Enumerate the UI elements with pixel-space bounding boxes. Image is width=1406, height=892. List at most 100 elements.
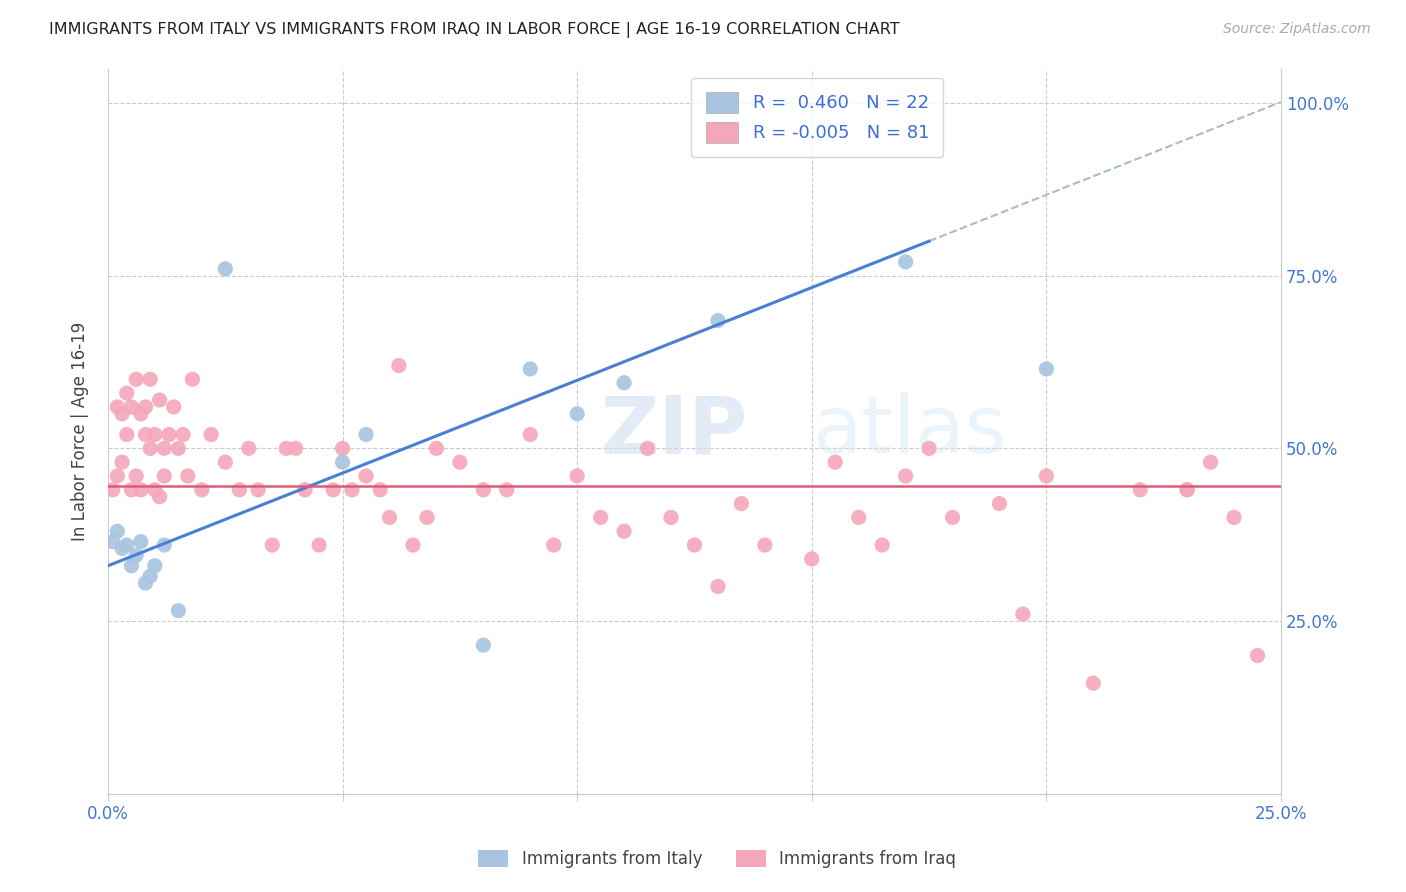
- Point: [613, 524, 636, 539]
- Point: [707, 313, 730, 327]
- Point: [143, 558, 166, 573]
- Point: [143, 427, 166, 442]
- Point: [613, 376, 636, 390]
- Point: [120, 558, 142, 573]
- Legend: R =  0.460   N = 22, R = -0.005   N = 81: R = 0.460 N = 22, R = -0.005 N = 81: [692, 78, 943, 157]
- Point: [120, 483, 142, 497]
- Point: [1175, 483, 1198, 497]
- Point: [105, 469, 128, 483]
- Point: [519, 362, 541, 376]
- Y-axis label: In Labor Force | Age 16-19: In Labor Force | Age 16-19: [72, 321, 89, 541]
- Point: [894, 469, 917, 483]
- Point: [139, 569, 162, 583]
- Point: [214, 455, 236, 469]
- Point: [143, 483, 166, 497]
- Point: [1012, 607, 1035, 621]
- Point: [388, 359, 411, 373]
- Point: [105, 400, 128, 414]
- Point: [1223, 510, 1246, 524]
- Point: [918, 442, 941, 456]
- Point: [683, 538, 706, 552]
- Point: [637, 442, 659, 456]
- Text: ZIP: ZIP: [600, 392, 748, 470]
- Text: IMMIGRANTS FROM ITALY VS IMMIGRANTS FROM IRAQ IN LABOR FORCE | AGE 16-19 CORRELA: IMMIGRANTS FROM ITALY VS IMMIGRANTS FROM…: [49, 22, 900, 38]
- Point: [149, 392, 172, 407]
- Point: [1035, 469, 1057, 483]
- Point: [125, 372, 148, 386]
- Point: [139, 442, 162, 456]
- Point: [848, 510, 870, 524]
- Point: [519, 427, 541, 442]
- Point: [129, 483, 152, 497]
- Point: [416, 510, 439, 524]
- Point: [1129, 483, 1152, 497]
- Point: [941, 510, 963, 524]
- Point: [1246, 648, 1268, 663]
- Legend: Immigrants from Italy, Immigrants from Iraq: Immigrants from Italy, Immigrants from I…: [471, 843, 963, 875]
- Point: [111, 407, 134, 421]
- Point: [378, 510, 401, 524]
- Point: [177, 469, 200, 483]
- Point: [101, 534, 124, 549]
- Point: [449, 455, 471, 469]
- Point: [1199, 455, 1222, 469]
- Point: [129, 534, 152, 549]
- Point: [157, 427, 180, 442]
- Point: [284, 442, 307, 456]
- Point: [167, 442, 190, 456]
- Point: [120, 400, 142, 414]
- Point: [228, 483, 250, 497]
- Point: [101, 483, 124, 497]
- Point: [800, 552, 823, 566]
- Point: [200, 427, 222, 442]
- Point: [139, 372, 162, 386]
- Point: [153, 538, 176, 552]
- Point: [354, 427, 377, 442]
- Point: [543, 538, 565, 552]
- Point: [111, 541, 134, 556]
- Point: [135, 576, 157, 591]
- Point: [322, 483, 344, 497]
- Point: [214, 261, 236, 276]
- Point: [115, 386, 138, 401]
- Point: [129, 407, 152, 421]
- Point: [294, 483, 316, 497]
- Point: [115, 427, 138, 442]
- Point: [988, 497, 1011, 511]
- Point: [262, 538, 284, 552]
- Point: [332, 442, 354, 456]
- Point: [894, 255, 917, 269]
- Point: [153, 442, 176, 456]
- Point: [153, 469, 176, 483]
- Point: [149, 490, 172, 504]
- Point: [707, 579, 730, 593]
- Point: [495, 483, 517, 497]
- Point: [472, 483, 495, 497]
- Point: [589, 510, 612, 524]
- Point: [1035, 362, 1057, 376]
- Point: [276, 442, 298, 456]
- Point: [332, 455, 354, 469]
- Point: [172, 427, 194, 442]
- Point: [567, 469, 589, 483]
- Point: [125, 549, 148, 563]
- Point: [754, 538, 776, 552]
- Point: [135, 400, 157, 414]
- Point: [659, 510, 682, 524]
- Point: [181, 372, 204, 386]
- Point: [402, 538, 425, 552]
- Point: [191, 483, 214, 497]
- Point: [135, 427, 157, 442]
- Point: [115, 538, 138, 552]
- Point: [567, 407, 589, 421]
- Point: [340, 483, 363, 497]
- Point: [1083, 676, 1105, 690]
- Point: [472, 638, 495, 652]
- Text: Source: ZipAtlas.com: Source: ZipAtlas.com: [1223, 22, 1371, 37]
- Point: [1175, 483, 1198, 497]
- Point: [870, 538, 893, 552]
- Point: [425, 442, 447, 456]
- Point: [238, 442, 260, 456]
- Point: [730, 497, 752, 511]
- Point: [824, 455, 846, 469]
